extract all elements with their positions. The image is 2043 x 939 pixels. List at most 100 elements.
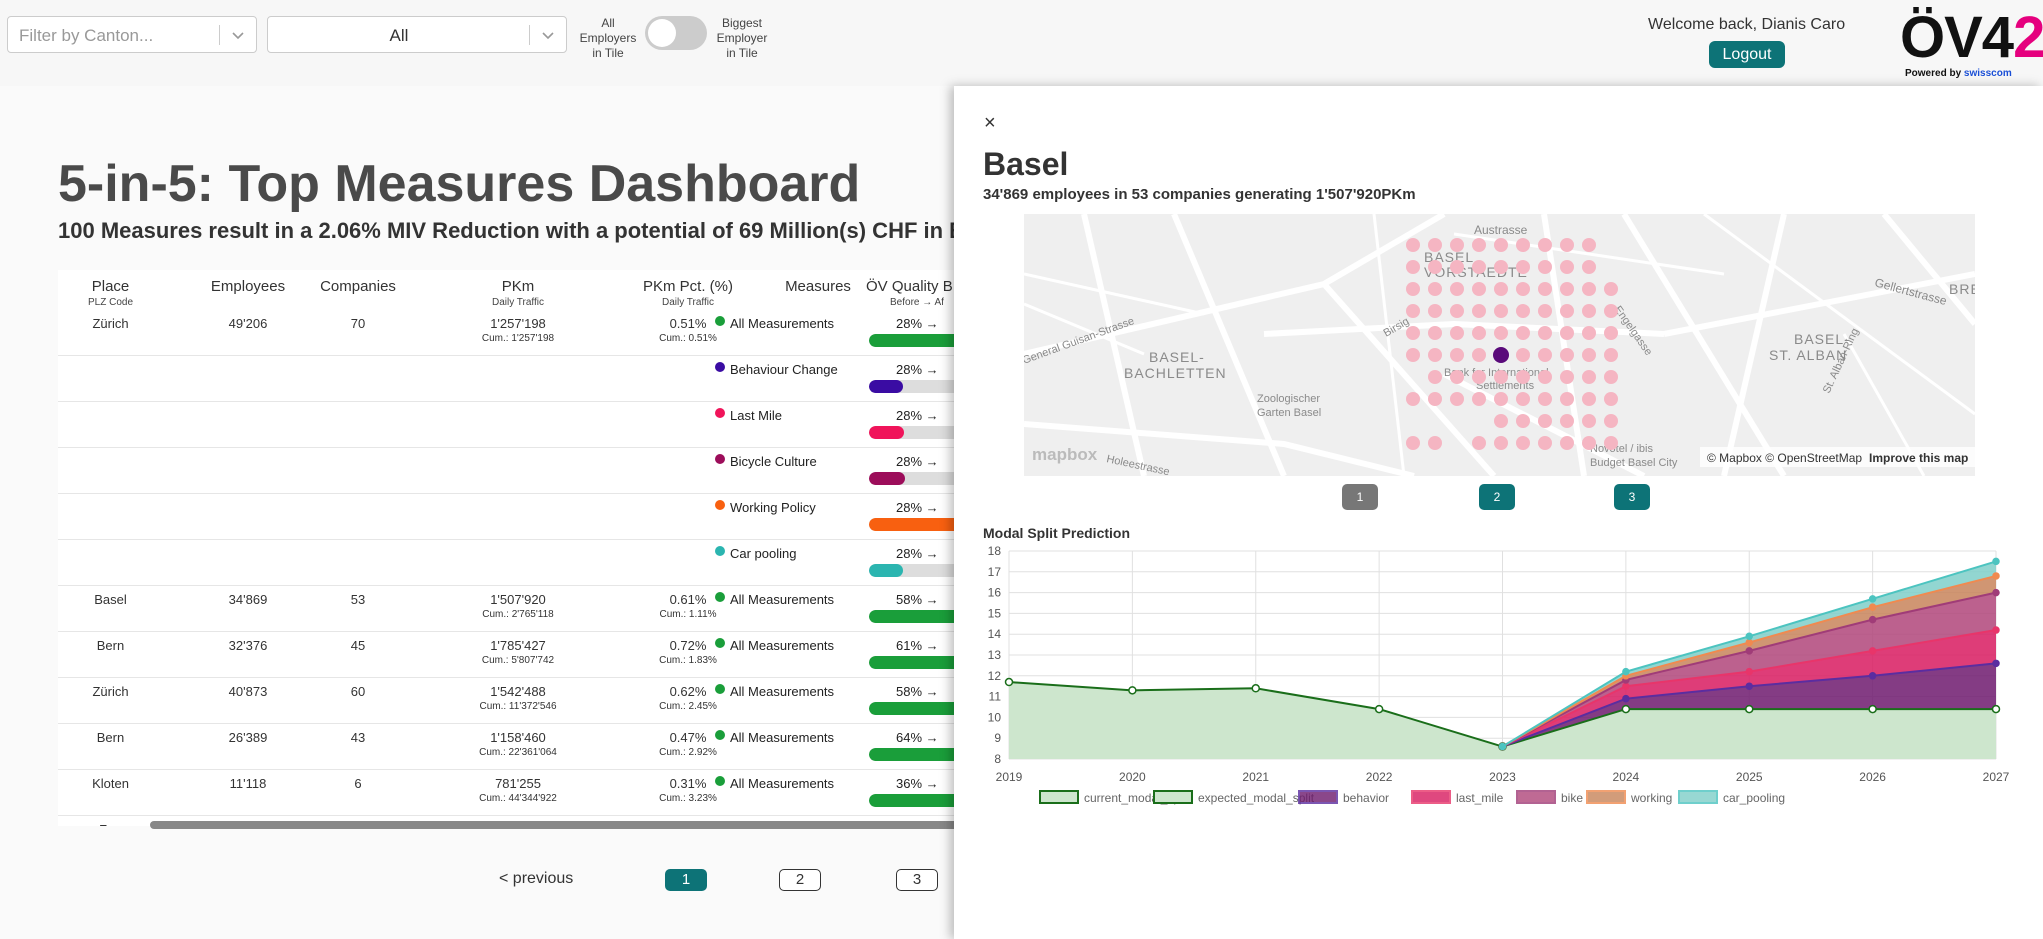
map-canvas[interactable]: AustrasseBASELVORSTAEDTEGellertstrasseBR… (1024, 214, 1975, 476)
bike-point[interactable] (1992, 588, 2000, 597)
bike-point[interactable] (1745, 647, 1753, 655)
employer-dot[interactable] (1582, 436, 1596, 450)
column-header-quality[interactable]: ÖV Quality B Before → Af (866, 278, 955, 308)
employer-dot[interactable] (1604, 436, 1618, 450)
horizontal-scrollbar[interactable] (150, 821, 960, 829)
employer-dot[interactable] (1560, 282, 1574, 296)
employer-dot[interactable] (1450, 238, 1464, 252)
employer-dot[interactable] (1538, 370, 1552, 384)
employer-dot[interactable] (1472, 436, 1486, 450)
employer-dot[interactable] (1582, 414, 1596, 428)
employer-dot[interactable] (1428, 348, 1442, 362)
last_mile-point[interactable] (1745, 667, 1753, 676)
page-button-3[interactable]: 3 (896, 869, 938, 891)
column-header-employees[interactable]: Employees (193, 278, 303, 295)
employer-dot[interactable] (1494, 414, 1508, 428)
employer-dot[interactable] (1516, 238, 1530, 252)
employer-dot[interactable] (1494, 238, 1508, 252)
column-header-place[interactable]: Place PLZ Code (58, 278, 163, 308)
map-page-2[interactable]: 2 (1479, 484, 1515, 510)
table-row[interactable]: Bern 32'376 45 1'785'427 Cum.: 5'807'742 0.72… (58, 632, 955, 678)
employer-dot[interactable] (1538, 260, 1552, 274)
expected_modal_split-point[interactable] (1745, 704, 1754, 714)
legend-label[interactable]: behavior (1343, 791, 1389, 805)
employer-dot[interactable] (1582, 348, 1596, 362)
employer-dot[interactable] (1560, 238, 1574, 252)
employer-dot[interactable] (1604, 392, 1618, 406)
chevron-down-icon[interactable] (540, 25, 556, 45)
employer-dot[interactable] (1516, 282, 1530, 296)
working-point[interactable] (1992, 572, 2000, 580)
employer-dot[interactable] (1472, 348, 1486, 362)
legend-label[interactable]: bike (1561, 791, 1583, 805)
type-select[interactable]: All (267, 16, 567, 53)
car_pooling-point[interactable] (1498, 742, 1507, 751)
previous-page-link[interactable]: < previous (499, 870, 574, 887)
map-view[interactable]: AustrasseBASELVORSTAEDTEGellertstrasseBR… (1024, 214, 1975, 476)
last_mile-point[interactable] (1622, 682, 1630, 690)
last_mile-point[interactable] (1868, 647, 1877, 655)
employer-dot[interactable] (1582, 304, 1596, 318)
map-page-1[interactable]: 1 (1342, 484, 1378, 510)
employer-dot[interactable] (1494, 282, 1508, 296)
map-attribution[interactable]: © Mapbox © OpenStreetMap (1707, 451, 1862, 465)
employer-dot[interactable] (1560, 392, 1574, 406)
column-header-companies[interactable]: Companies (303, 278, 413, 295)
employer-dot[interactable] (1406, 238, 1420, 252)
column-header-measures[interactable]: Measures (728, 278, 908, 295)
selected-employer-dot[interactable] (1493, 347, 1509, 363)
employer-dot[interactable] (1516, 326, 1530, 340)
expected_modal_split-point[interactable] (1991, 704, 2001, 714)
employer-dot[interactable] (1428, 304, 1442, 318)
table-row[interactable]: Kloten 11'118 6 781'255 Cum.: 44'344'922 0.31… (58, 770, 955, 816)
last_mile-point[interactable] (1992, 626, 2000, 634)
legend-label[interactable]: car_pooling (1723, 791, 1785, 805)
employer-dot[interactable] (1582, 392, 1596, 406)
employer-dot[interactable] (1428, 326, 1442, 340)
employer-dot[interactable] (1494, 260, 1508, 274)
employer-dot[interactable] (1472, 392, 1486, 406)
current_modal_split-point[interactable] (1374, 704, 1384, 714)
behavior-point[interactable] (1622, 694, 1630, 703)
working-point[interactable] (1745, 638, 1753, 647)
legend-swatch[interactable] (1516, 790, 1556, 804)
employer-dot[interactable] (1406, 304, 1420, 318)
employer-dot[interactable] (1604, 348, 1618, 362)
employer-dot[interactable] (1582, 238, 1596, 252)
employer-dot[interactable] (1516, 348, 1530, 362)
car_pooling-point[interactable] (1868, 595, 1877, 603)
employer-dot[interactable] (1516, 304, 1530, 318)
current_modal_split-point[interactable] (1251, 684, 1260, 693)
map-page-3[interactable]: 3 (1614, 484, 1650, 510)
table-row[interactable]: Zürich 49'206 70 1'257'198 Cum.: 1'257'198 0.… (58, 310, 955, 356)
employer-toggle-switch[interactable] (645, 16, 707, 50)
improve-map-link[interactable]: Improve this map (1869, 451, 1968, 465)
employer-dot[interactable] (1494, 436, 1508, 450)
employer-dot[interactable] (1516, 436, 1530, 450)
current_modal_split-point[interactable] (1004, 677, 1014, 687)
employer-dot[interactable] (1428, 436, 1442, 450)
legend-swatch[interactable] (1039, 790, 1079, 804)
employer-dot[interactable] (1450, 304, 1464, 318)
employer-dot[interactable] (1604, 326, 1618, 340)
legend-swatch[interactable] (1411, 790, 1451, 804)
employer-dot[interactable] (1428, 392, 1442, 406)
employer-dot[interactable] (1560, 370, 1574, 384)
employer-dot[interactable] (1582, 326, 1596, 340)
employer-dot[interactable] (1472, 238, 1486, 252)
employer-dot[interactable] (1538, 414, 1552, 428)
employer-dot[interactable] (1494, 304, 1508, 318)
legend-swatch[interactable] (1153, 790, 1193, 804)
behavior-point[interactable] (1745, 682, 1753, 690)
employer-dot[interactable] (1560, 414, 1574, 428)
table-row[interactable]: Basel 34'869 53 1'507'920 Cum.: 2'765'118 0.6… (58, 586, 955, 632)
employer-dot[interactable] (1428, 370, 1442, 384)
current_modal_split-point[interactable] (1128, 686, 1137, 695)
employer-dot[interactable] (1406, 392, 1420, 406)
employer-dot[interactable] (1516, 414, 1530, 428)
legend-label[interactable]: working (1630, 791, 1672, 805)
